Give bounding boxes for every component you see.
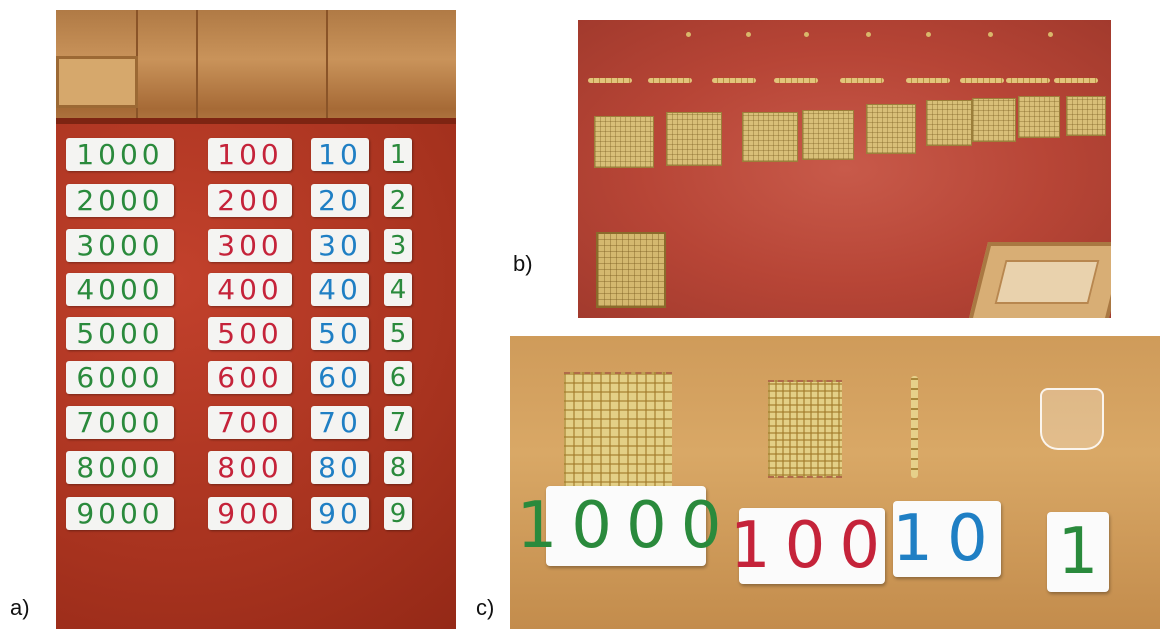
unit-bead (988, 32, 993, 37)
photo-number-cards-on-mat: 1000 2000 3000 4000 5000 6000 7000 8000 9000 100 2… (56, 10, 456, 629)
number-card-5: 5 (384, 317, 412, 350)
photo-bead-material-on-carpet (578, 20, 1111, 318)
number-card-80: 80 (311, 451, 369, 484)
unit-bead (746, 32, 751, 37)
number-card-7: 7 (384, 406, 412, 439)
hundred-bead-square (972, 98, 1016, 142)
unit-bead-cup (1040, 388, 1104, 450)
number-card-200: 200 (208, 184, 292, 217)
photo-beads-and-large-cards: 1000 100 10 1 (510, 336, 1160, 629)
number-card-1: 1 (1047, 512, 1109, 592)
number-card-600: 600 (208, 361, 292, 394)
panel-label-a: a) (10, 595, 30, 620)
number-card-50: 50 (311, 317, 369, 350)
unit-bead (804, 32, 809, 37)
floor-board (196, 10, 328, 122)
panel-label-b: b) (513, 251, 533, 276)
hundred-bead-square (926, 100, 972, 146)
number-card-6: 6 (384, 361, 412, 394)
number-card-4000: 4000 (66, 273, 174, 306)
hundred-bead-square (768, 380, 842, 478)
hundred-bead-square (802, 110, 854, 160)
wooden-box-compartment (994, 260, 1100, 304)
number-card-400: 400 (208, 273, 292, 306)
unit-bead (866, 32, 871, 37)
wooden-box (968, 242, 1111, 318)
unit-bead (686, 32, 691, 37)
number-card-9000: 9000 (66, 497, 174, 530)
number-card-100: 100 (729, 508, 895, 584)
hundred-bead-square (594, 116, 654, 168)
number-card-3: 3 (384, 229, 412, 262)
number-card-10: 10 (311, 138, 369, 171)
number-card-300: 300 (208, 229, 292, 262)
number-card-2000: 2000 (66, 184, 174, 217)
hundred-bead-square (1066, 96, 1106, 136)
ten-bead-bar (1006, 78, 1050, 83)
number-card-5000: 5000 (66, 317, 174, 350)
hundred-bead-square (1018, 96, 1060, 138)
ten-bead-bar (648, 78, 692, 83)
number-card-90: 90 (311, 497, 369, 530)
thousand-bead-cube (596, 232, 666, 308)
number-card-2: 2 (384, 184, 412, 217)
number-card-1000: 1000 (517, 486, 721, 566)
ten-bead-bar (1054, 78, 1098, 83)
unit-bead (1048, 32, 1053, 37)
ten-bead-bar (774, 78, 818, 83)
number-card-70: 70 (311, 406, 369, 439)
ten-bead-bar (911, 376, 918, 478)
thousand-bead-cube (564, 372, 672, 494)
number-card-60: 60 (311, 361, 369, 394)
number-card-800: 800 (208, 451, 292, 484)
hundred-bead-square (866, 104, 916, 154)
number-card-7000: 7000 (66, 406, 174, 439)
number-card-700: 700 (208, 406, 292, 439)
number-card-1000: 1000 (66, 138, 174, 171)
ten-bead-bar (712, 78, 756, 83)
ten-bead-bar (588, 78, 632, 83)
number-card-1: 1 (384, 138, 412, 171)
wooden-tray (56, 56, 138, 108)
number-card-500: 500 (208, 317, 292, 350)
number-card-900: 900 (208, 497, 292, 530)
number-card-30: 30 (311, 229, 369, 262)
unit-bead (926, 32, 931, 37)
ten-bead-bar (960, 78, 1004, 83)
number-card-3000: 3000 (66, 229, 174, 262)
number-card-10: 10 (892, 501, 1002, 577)
hundred-bead-square (742, 112, 798, 162)
number-card-100: 100 (208, 138, 292, 171)
ten-bead-bar (906, 78, 950, 83)
ten-bead-bar (840, 78, 884, 83)
number-card-9: 9 (384, 497, 412, 530)
floor-board (326, 10, 456, 122)
number-card-8000: 8000 (66, 451, 174, 484)
number-card-8: 8 (384, 451, 412, 484)
number-card-40: 40 (311, 273, 369, 306)
number-card-4: 4 (384, 273, 412, 306)
number-card-6000: 6000 (66, 361, 174, 394)
panel-label-c: c) (476, 595, 495, 620)
number-card-20: 20 (311, 184, 369, 217)
floor-board (136, 10, 198, 122)
hundred-bead-square (666, 112, 722, 166)
